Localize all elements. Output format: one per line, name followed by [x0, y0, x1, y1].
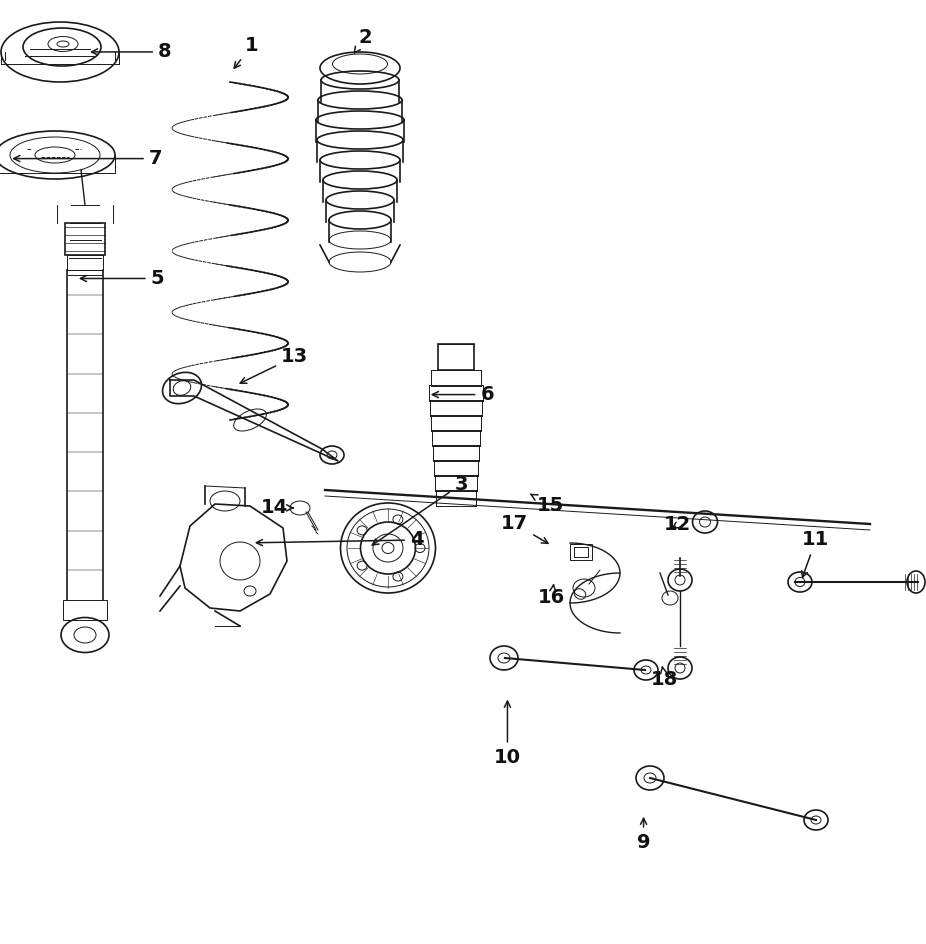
Text: 5: 5: [81, 269, 164, 288]
Bar: [63, 600, 107, 620]
Text: 8: 8: [92, 42, 171, 61]
Bar: [570, 544, 592, 560]
Text: 3: 3: [372, 475, 468, 545]
Text: 7: 7: [14, 149, 162, 168]
Bar: [67, 255, 103, 270]
Text: 12: 12: [664, 515, 692, 534]
Text: 13: 13: [240, 347, 308, 383]
Text: 15: 15: [531, 495, 564, 514]
Text: 10: 10: [494, 701, 521, 767]
Bar: [574, 547, 588, 557]
Bar: [65, 223, 105, 255]
Text: 14: 14: [260, 498, 294, 517]
Text: 1: 1: [234, 36, 258, 68]
Text: 16: 16: [538, 584, 566, 607]
Bar: [438, 344, 474, 370]
Text: 2: 2: [355, 28, 371, 53]
Text: 6: 6: [432, 385, 494, 404]
Text: 9: 9: [637, 818, 650, 851]
Text: 17: 17: [501, 514, 548, 544]
Text: 18: 18: [651, 666, 679, 689]
Text: 11: 11: [802, 531, 830, 578]
Text: 4: 4: [257, 531, 423, 549]
